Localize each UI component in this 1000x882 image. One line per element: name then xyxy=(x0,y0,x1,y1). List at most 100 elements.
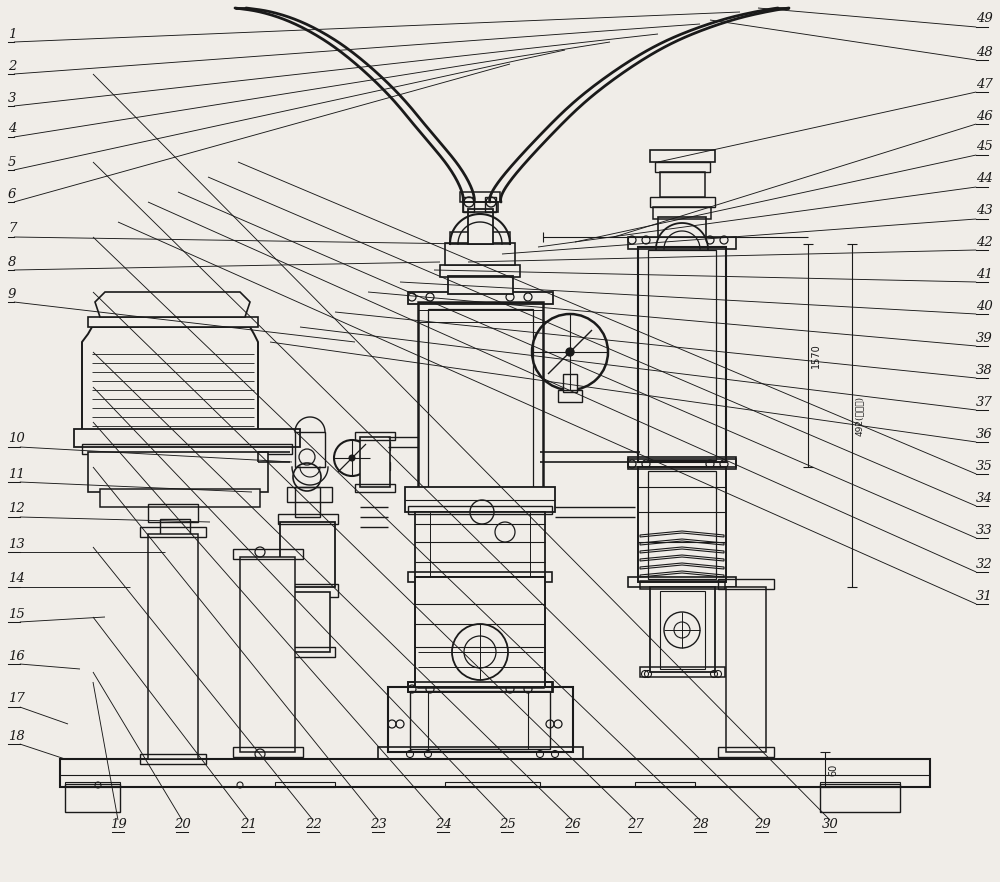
Bar xyxy=(718,747,774,757)
Bar xyxy=(100,489,260,507)
Text: 19: 19 xyxy=(110,818,126,831)
Bar xyxy=(650,150,715,162)
Text: 33: 33 xyxy=(976,524,993,536)
Text: 45: 45 xyxy=(976,140,993,153)
Bar xyxy=(240,557,295,752)
Bar xyxy=(408,682,552,692)
Bar xyxy=(410,691,550,749)
Bar xyxy=(360,437,390,487)
Text: 32: 32 xyxy=(976,557,993,571)
Text: 10: 10 xyxy=(8,432,25,445)
Text: 44: 44 xyxy=(976,173,993,185)
Text: 49: 49 xyxy=(976,12,993,26)
Bar xyxy=(650,197,715,207)
Bar xyxy=(415,512,545,577)
Text: 7: 7 xyxy=(8,222,16,235)
Bar xyxy=(558,390,582,402)
Bar xyxy=(820,784,900,812)
Bar xyxy=(280,522,335,587)
Bar xyxy=(233,747,303,757)
Text: 14: 14 xyxy=(8,572,25,586)
Text: 6: 6 xyxy=(8,188,16,200)
Bar xyxy=(408,572,552,582)
Polygon shape xyxy=(95,292,250,317)
Bar xyxy=(140,527,206,537)
Bar xyxy=(160,519,190,537)
Bar xyxy=(658,217,706,237)
Bar xyxy=(448,276,513,294)
Bar xyxy=(563,374,577,392)
Text: 18: 18 xyxy=(8,729,25,743)
Text: 20: 20 xyxy=(174,818,190,831)
Bar xyxy=(368,442,390,450)
Bar xyxy=(628,577,736,587)
Text: 13: 13 xyxy=(8,537,25,550)
Bar xyxy=(388,687,573,752)
Bar xyxy=(287,487,332,502)
Bar xyxy=(660,172,705,197)
Text: 23: 23 xyxy=(370,818,386,831)
Bar xyxy=(408,506,552,514)
Text: 42: 42 xyxy=(976,235,993,249)
Bar xyxy=(408,682,553,692)
Bar xyxy=(648,471,716,579)
Text: 5: 5 xyxy=(8,155,16,168)
Bar xyxy=(463,197,474,212)
Bar xyxy=(418,302,543,687)
Bar xyxy=(726,587,766,752)
Text: 12: 12 xyxy=(8,503,25,515)
Text: 46: 46 xyxy=(976,109,993,123)
Bar xyxy=(378,747,583,759)
Bar xyxy=(653,207,711,219)
Bar xyxy=(650,587,715,672)
Bar xyxy=(445,782,540,787)
Text: 31: 31 xyxy=(976,589,993,602)
Text: 11: 11 xyxy=(8,467,25,481)
Bar xyxy=(88,452,268,492)
Text: 36: 36 xyxy=(976,428,993,440)
Bar xyxy=(65,784,120,812)
Bar xyxy=(148,534,198,759)
Bar xyxy=(463,202,498,212)
Bar xyxy=(628,459,736,469)
Bar xyxy=(148,504,198,522)
Bar xyxy=(295,487,320,517)
Text: 27: 27 xyxy=(627,818,643,831)
Bar xyxy=(628,457,736,467)
Text: 28: 28 xyxy=(692,818,708,831)
Bar xyxy=(295,432,325,467)
Circle shape xyxy=(349,455,355,461)
Bar xyxy=(660,591,705,669)
Text: 8: 8 xyxy=(8,256,16,268)
Bar xyxy=(405,487,555,512)
Text: 48: 48 xyxy=(976,46,993,58)
Bar xyxy=(60,759,930,787)
Bar xyxy=(640,581,725,589)
Text: 41: 41 xyxy=(976,267,993,280)
Text: 43: 43 xyxy=(976,205,993,218)
Bar xyxy=(140,754,206,764)
Text: 37: 37 xyxy=(976,395,993,408)
Text: 22: 22 xyxy=(305,818,321,831)
Bar xyxy=(280,647,335,657)
Text: 35: 35 xyxy=(976,460,993,473)
Bar xyxy=(638,467,726,582)
Polygon shape xyxy=(82,327,258,432)
Bar xyxy=(278,584,338,597)
Bar xyxy=(415,577,545,687)
Bar xyxy=(485,197,496,212)
Bar xyxy=(628,237,736,249)
Text: 17: 17 xyxy=(8,692,25,706)
Bar xyxy=(635,782,695,787)
Bar xyxy=(82,444,292,454)
Circle shape xyxy=(566,348,574,356)
Bar xyxy=(655,162,710,172)
Text: 1570: 1570 xyxy=(811,344,821,369)
Bar xyxy=(718,579,774,589)
Text: 38: 38 xyxy=(976,363,993,377)
Text: 30: 30 xyxy=(822,818,838,831)
Bar xyxy=(65,782,120,787)
Bar xyxy=(278,514,338,524)
Text: 40: 40 xyxy=(976,300,993,312)
Bar xyxy=(450,232,510,244)
